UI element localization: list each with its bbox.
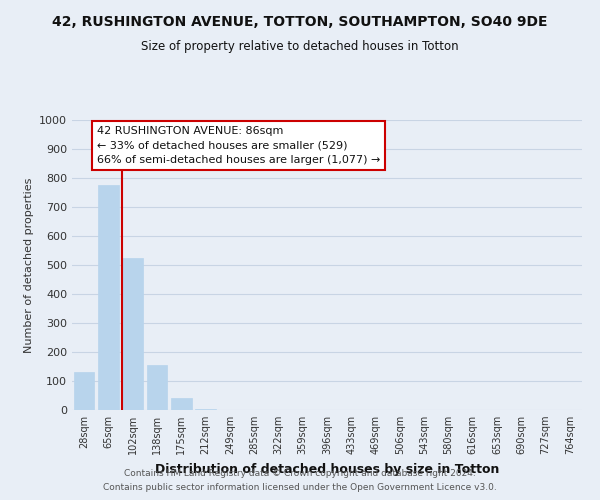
Bar xyxy=(195,408,216,410)
Bar xyxy=(74,372,94,410)
Bar xyxy=(98,185,119,410)
Text: Contains public sector information licensed under the Open Government Licence v3: Contains public sector information licen… xyxy=(103,484,497,492)
Bar xyxy=(171,398,191,410)
Text: Contains HM Land Registry data © Crown copyright and database right 2024.: Contains HM Land Registry data © Crown c… xyxy=(124,468,476,477)
X-axis label: Distribution of detached houses by size in Totton: Distribution of detached houses by size … xyxy=(155,462,499,475)
Text: Size of property relative to detached houses in Totton: Size of property relative to detached ho… xyxy=(141,40,459,53)
Text: 42, RUSHINGTON AVENUE, TOTTON, SOUTHAMPTON, SO40 9DE: 42, RUSHINGTON AVENUE, TOTTON, SOUTHAMPT… xyxy=(52,15,548,29)
Bar xyxy=(122,258,143,410)
Y-axis label: Number of detached properties: Number of detached properties xyxy=(23,178,34,352)
Bar xyxy=(146,365,167,410)
Text: 42 RUSHINGTON AVENUE: 86sqm
← 33% of detached houses are smaller (529)
66% of se: 42 RUSHINGTON AVENUE: 86sqm ← 33% of det… xyxy=(97,126,380,166)
